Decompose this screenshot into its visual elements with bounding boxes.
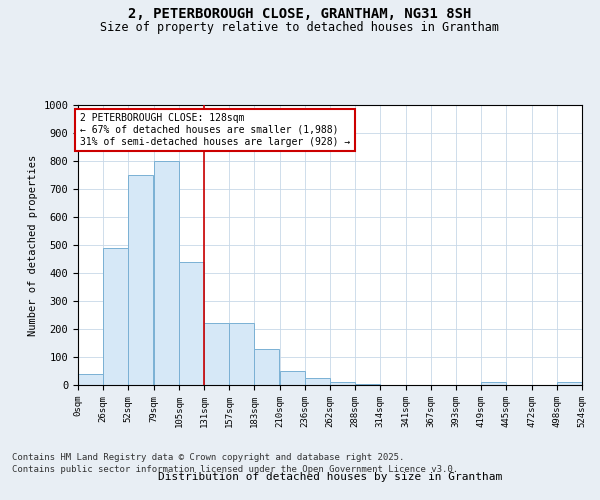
Bar [229,324,254,385]
Bar [128,175,153,385]
Bar [557,382,582,385]
Bar [154,161,179,385]
Text: Contains public sector information licensed under the Open Government Licence v3: Contains public sector information licen… [12,465,458,474]
Bar [254,348,279,385]
Y-axis label: Number of detached properties: Number of detached properties [28,154,38,336]
Bar [204,324,229,385]
Bar [179,262,204,385]
Text: Size of property relative to detached houses in Grantham: Size of property relative to detached ho… [101,21,499,34]
Text: 2 PETERBOROUGH CLOSE: 128sqm
← 67% of detached houses are smaller (1,988)
31% of: 2 PETERBOROUGH CLOSE: 128sqm ← 67% of de… [80,114,350,146]
Text: Distribution of detached houses by size in Grantham: Distribution of detached houses by size … [158,472,502,482]
Bar [78,374,103,385]
Bar [481,382,506,385]
Text: Contains HM Land Registry data © Crown copyright and database right 2025.: Contains HM Land Registry data © Crown c… [12,454,404,462]
Text: 2, PETERBOROUGH CLOSE, GRANTHAM, NG31 8SH: 2, PETERBOROUGH CLOSE, GRANTHAM, NG31 8S… [128,8,472,22]
Bar [280,371,305,385]
Bar [355,384,380,385]
Bar [305,378,330,385]
Bar [330,382,355,385]
Bar [103,248,128,385]
